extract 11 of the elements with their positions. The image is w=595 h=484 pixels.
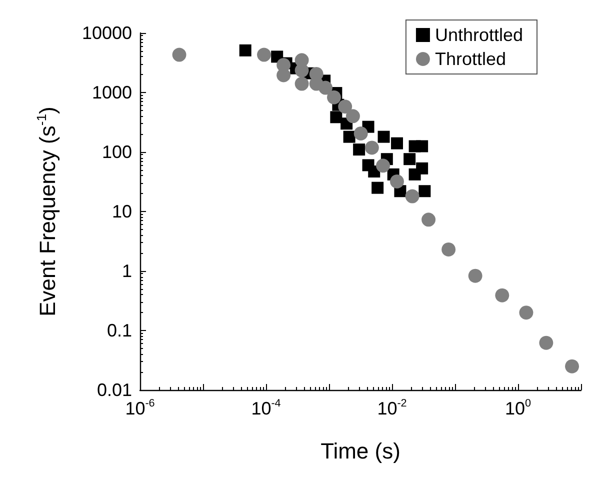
y-tick-label: 1 [122,261,132,281]
y-tick-label: 0.01 [96,380,132,400]
y-tick-label: 1000 [92,82,132,102]
y-tick-label: 10000 [82,23,132,43]
y-tick-label: 100 [102,142,132,162]
legend-label: Throttled [434,49,506,69]
y-axis-title: Event Frequency (s-1) [34,106,60,316]
x-axis-title: Time (s) [320,438,400,464]
legend-label: Unthrottled [434,25,524,45]
y-tick-label: 10 [112,202,132,222]
y-tick-label: 0.1 [106,320,132,340]
